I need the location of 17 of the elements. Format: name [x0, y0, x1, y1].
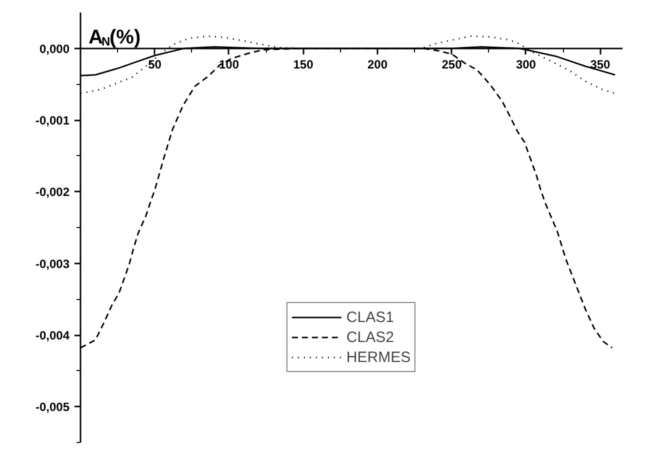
y-axis-title: AN(%): [88, 26, 141, 48]
x-tick-label: 350: [590, 57, 611, 72]
y-tick-label: -0,004: [35, 328, 70, 342]
y-tick-label: 0,000: [39, 42, 70, 56]
x-tick-label: 150: [293, 57, 314, 72]
x-tick-label: 200: [367, 57, 388, 72]
y-tick-label: -0,005: [35, 400, 70, 414]
y-tick-label: -0,003: [35, 256, 70, 271]
y-tick-label: -0,002: [35, 185, 70, 200]
legend-label: CLAS1: [346, 308, 394, 326]
legend-label: CLAS2: [346, 328, 394, 346]
x-tick-label: 250: [442, 57, 462, 72]
y-tick-label: -0,001: [35, 114, 70, 128]
x-tick-label: 300: [516, 57, 536, 72]
legend-label: HERMES: [346, 348, 411, 366]
x-tick-label: 50: [148, 57, 162, 72]
x-tick-label: 100: [218, 57, 240, 72]
